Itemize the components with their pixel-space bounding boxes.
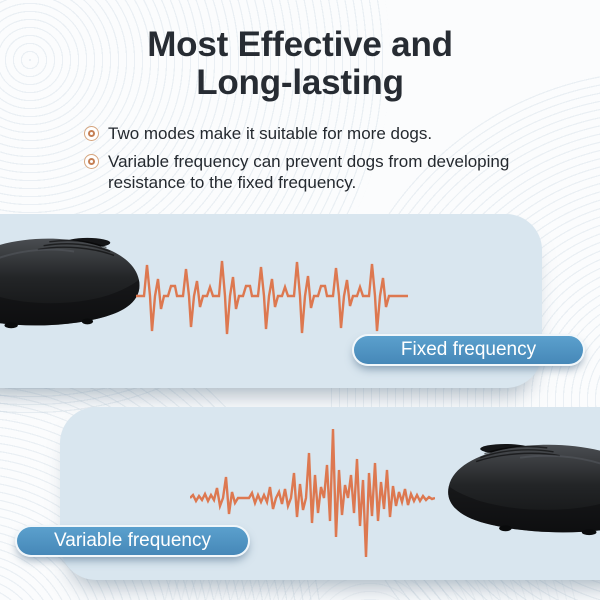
feature-item-variable-frequency: Variable frequency can prevent dogs from… [84, 151, 536, 193]
feature-item-text: Two modes make it suitable for more dogs… [108, 124, 433, 143]
bark-control-device-photo-right [430, 441, 600, 543]
bark-control-device-illustration [0, 237, 140, 329]
fixed-frequency-waveform [136, 260, 408, 335]
target-ring-icon-inner [88, 130, 95, 137]
fixed-frequency-label-pill: Fixed frequency [352, 334, 585, 366]
feature-item-text: Variable frequency can prevent dogs from… [108, 152, 510, 192]
bark-control-device-illustration [448, 443, 600, 536]
fixed-frequency-label: Fixed frequency [400, 339, 537, 360]
variable-frequency-waveform-line [190, 428, 435, 558]
variable-frequency-waveform [190, 428, 435, 558]
feature-list: Two modes make it suitable for more dogs… [84, 123, 536, 200]
page-title-line1: Most Effective and [147, 25, 453, 64]
page-title: Most Effective and Long-lasting [0, 26, 600, 102]
page-title-line2: Long-lasting [196, 63, 404, 102]
bark-control-device-photo-left [0, 235, 156, 336]
fixed-frequency-waveform-line [136, 260, 408, 335]
target-ring-icon [84, 126, 99, 141]
variable-frequency-label: Variable frequency [53, 530, 212, 551]
feature-item-two-modes: Two modes make it suitable for more dogs… [84, 123, 536, 144]
variable-frequency-label-pill: Variable frequency [15, 525, 250, 557]
target-ring-icon-inner [88, 158, 95, 165]
target-ring-icon [84, 154, 99, 169]
